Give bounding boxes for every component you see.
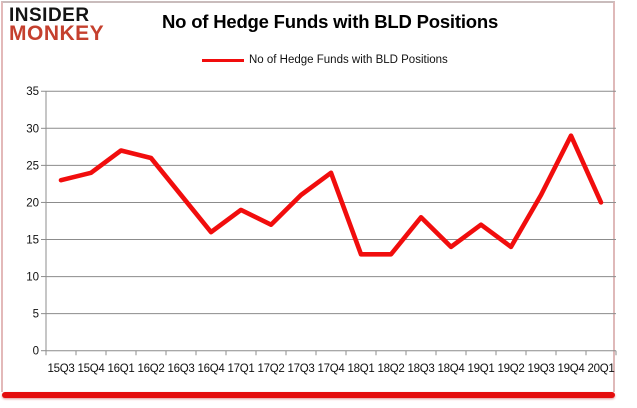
y-axis-label: 15 <box>26 235 39 247</box>
y-axis-label: 25 <box>26 160 39 172</box>
x-axis-label: 19Q2 <box>498 363 525 375</box>
y-axis-label: 35 <box>26 86 39 98</box>
x-axis-label: 16Q1 <box>108 363 135 375</box>
x-axis-label: 17Q2 <box>258 363 285 375</box>
y-axis-label: 5 <box>33 309 39 321</box>
legend-label: No of Hedge Funds with BLD Positions <box>249 54 448 66</box>
chart-frame <box>1 1 615 392</box>
x-axis-label: 18Q4 <box>438 363 466 375</box>
x-axis-label: 19Q1 <box>468 363 495 375</box>
chart-title: No of Hedge Funds with BLD Positions <box>162 11 499 32</box>
x-axis-label: 17Q3 <box>288 363 315 375</box>
x-axis-label: 16Q3 <box>168 363 195 375</box>
x-axis-label: 17Q1 <box>228 363 255 375</box>
logo-insider-text: INSIDER <box>9 5 90 26</box>
legend: No of Hedge Funds with BLD Positions <box>202 54 448 66</box>
x-axis-label: 19Q4 <box>558 363 586 375</box>
logo-monkey-text: MONKEY <box>9 21 105 45</box>
x-axis-label: 18Q3 <box>408 363 435 375</box>
y-axis-label: 20 <box>26 197 39 209</box>
hedge-funds-line <box>58 133 604 257</box>
x-axis-label: 19Q3 <box>528 363 555 375</box>
bottom-red-bar <box>2 392 615 398</box>
x-axis-label: 17Q4 <box>318 363 346 375</box>
y-axis-label: 0 <box>33 346 39 358</box>
legend-line-swatch <box>202 58 244 62</box>
x-axis-label: 18Q2 <box>378 363 405 375</box>
y-axis-label: 10 <box>26 272 39 284</box>
x-axis-label: 16Q4 <box>198 363 226 375</box>
x-axis-label: 20Q1 <box>588 363 615 375</box>
y-axis-label: 30 <box>26 123 39 135</box>
insider-monkey-logo: INSIDER MONKEY <box>9 5 105 45</box>
x-axis-label: 15Q4 <box>78 363 106 375</box>
x-axis-label: 18Q1 <box>348 363 375 375</box>
x-axis-label: 15Q3 <box>48 363 75 375</box>
x-axis-label: 16Q2 <box>138 363 165 375</box>
